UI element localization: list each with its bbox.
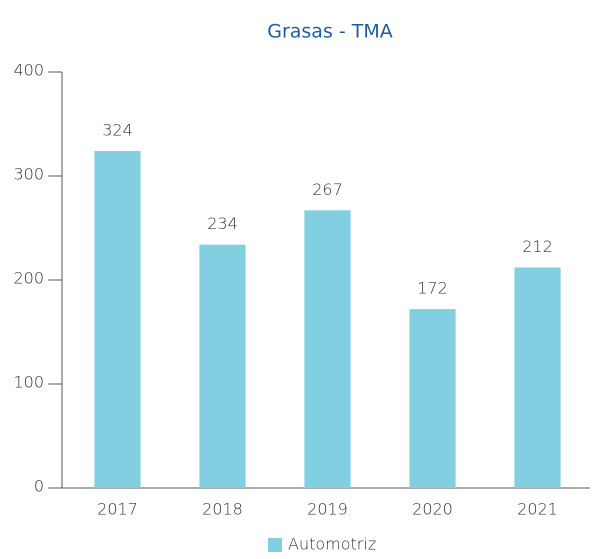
bar [94,151,141,489]
legend-label: Automotriz [288,535,376,554]
data-label: 267 [312,180,343,199]
y-tick-label: 200 [13,269,44,288]
x-tick-label: 2018 [202,500,243,519]
x-tick-label: 2020 [412,500,453,519]
x-tick-label: 2017 [97,500,138,519]
y-tick-label: 0 [34,477,44,496]
bar [199,244,246,488]
legend-swatch [268,538,282,552]
y-tick-label: 400 [13,61,44,80]
x-tick-label: 2019 [307,500,348,519]
chart-title: Grasas - TMA [267,21,393,43]
bar [514,267,561,488]
bar [304,210,351,488]
data-label: 172 [417,279,448,298]
x-tick-label: 2021 [517,500,558,519]
y-tick-label: 100 [13,373,44,392]
data-label: 324 [102,121,133,140]
data-label: 212 [522,237,553,256]
data-label: 234 [207,214,238,233]
y-tick-label: 300 [13,165,44,184]
bar [409,309,456,488]
